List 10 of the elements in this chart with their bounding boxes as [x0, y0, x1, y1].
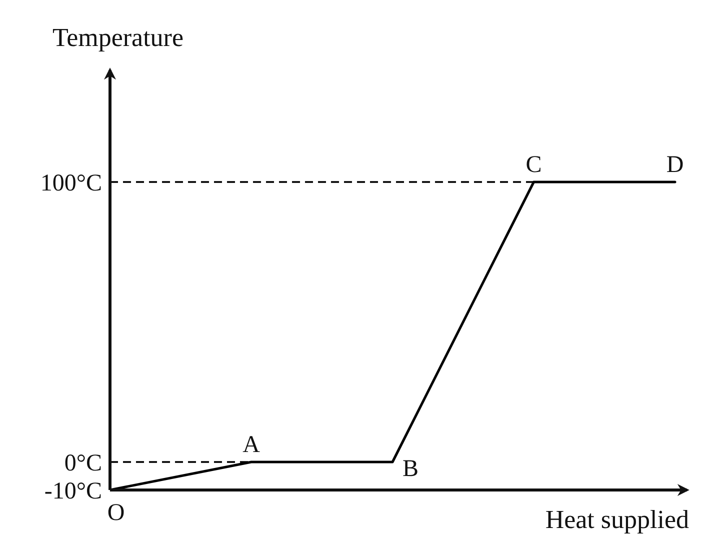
x-tick-label: O	[107, 500, 125, 526]
x-tick-label: B	[402, 456, 419, 482]
x-tick-label: A	[242, 432, 261, 458]
y-tick-label: -10°C	[44, 478, 102, 505]
x-tick-label: C	[526, 152, 542, 178]
x-tick-label: D	[666, 152, 684, 178]
y-axis-title: Temperature	[52, 23, 184, 52]
x-axis-title: Heat supplied	[545, 505, 689, 534]
y-tick-label: 100°C	[40, 170, 102, 197]
y-tick-label: 0°C	[64, 450, 102, 477]
